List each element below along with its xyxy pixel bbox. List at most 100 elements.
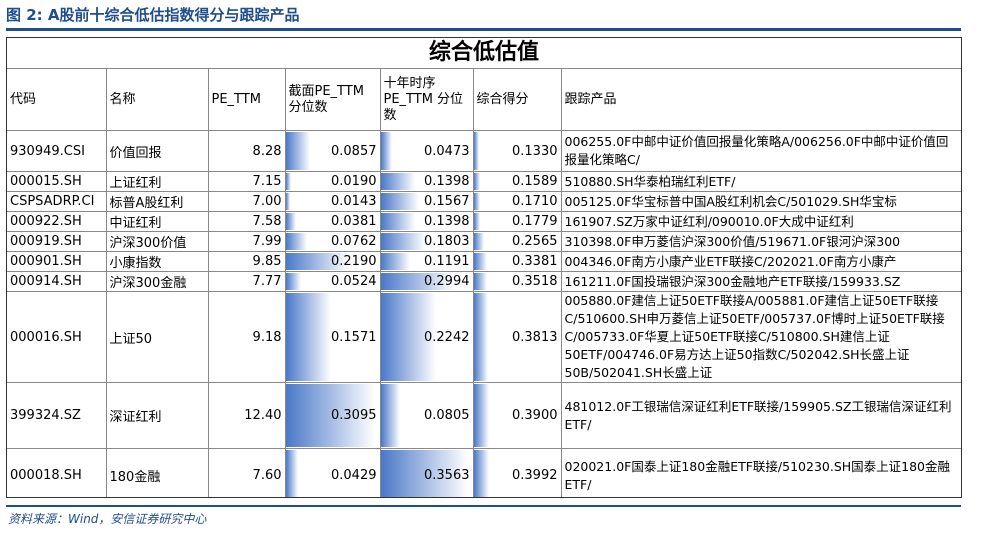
time-series-percentile-cell: 0.2994 — [379, 271, 474, 292]
pe-ttm-value-cell: 7.58 — [207, 211, 286, 232]
cross-section-percentile-value: 0.0429 — [331, 468, 377, 483]
cross-section-percentile-cell: 0.0524 — [284, 271, 381, 292]
cross-section-percentile-value: 0.0381 — [331, 214, 377, 229]
figure-title: 图 2: A股前十综合低估指数得分与跟踪产品 — [6, 6, 300, 24]
index-code-cell: 000016.SH — [7, 291, 107, 383]
composite-score-data-bar — [474, 384, 489, 447]
index-code-cell: 000919.SH — [7, 231, 107, 252]
composite-score-cell: 0.3518 — [472, 271, 562, 292]
pe-ttm-value-cell: 12.40 — [207, 382, 286, 449]
cross-section-percentile-value: 0.0762 — [331, 234, 377, 249]
cross-section-percentile-cell: 0.3095 — [284, 382, 381, 449]
tracking-products-cell: 481012.0F工银瑞信深证红利ETF联接/159905.SZ工银瑞信深证红利… — [560, 382, 961, 449]
time-series-percentile-data-bar — [381, 193, 419, 210]
pe-ttm-value-cell: 9.18 — [207, 291, 286, 383]
cross-section-percentile-cell: 0.0190 — [284, 171, 381, 192]
cross-section-percentile-data-bar — [286, 132, 311, 170]
cross-section-percentile-cell: 0.0429 — [284, 448, 381, 497]
cross-section-percentile-value: 0.1571 — [331, 329, 377, 345]
time-series-percentile-value: 0.1191 — [424, 254, 470, 269]
index-code-cell: CSPSADRP.CI — [7, 191, 107, 212]
cross-section-percentile-value: 0.0190 — [331, 174, 377, 189]
index-name-cell: 中证红利 — [105, 211, 209, 232]
composite-score-value: 0.1330 — [512, 143, 558, 159]
composite-score-data-bar — [474, 193, 481, 210]
index-name-cell: 深证红利 — [105, 382, 209, 449]
pe-ttm-value-cell: 7.60 — [207, 448, 286, 497]
index-name-cell: 价值回报 — [105, 130, 209, 172]
composite-score-cell: 0.1589 — [472, 171, 562, 192]
col-header-score: 综合得分 — [472, 68, 562, 131]
composite-score-cell: 0.3900 — [472, 382, 562, 449]
cross-section-percentile-value: 0.3095 — [331, 408, 377, 423]
time-series-percentile-value: 0.2242 — [424, 329, 470, 345]
valuation-table-panel: 综合低估值 代码 名称 PE_TTM 截面PE_TTM分位数 十年时序PE_TT… — [6, 37, 962, 498]
time-series-percentile-value: 0.3563 — [424, 468, 470, 483]
time-series-percentile-data-bar — [381, 233, 425, 250]
index-name-cell: 标普A股红利 — [105, 191, 209, 212]
composite-score-data-bar — [474, 450, 490, 497]
composite-score-value: 0.1710 — [512, 194, 558, 209]
time-series-percentile-value: 0.2994 — [424, 274, 470, 289]
col-header-code: 代码 — [7, 68, 107, 131]
time-series-percentile-data-bar — [381, 384, 401, 447]
composite-score-cell: 0.2565 — [472, 231, 562, 252]
table-row: 000914.SH 沪深300金融 7.77 0.0524 0.2994 0.3518 16… — [7, 271, 961, 292]
index-name-cell: 沪深300金融 — [105, 271, 209, 292]
composite-score-value: 0.1779 — [512, 214, 558, 229]
time-series-percentile-cell: 0.2242 — [379, 291, 474, 383]
table-row: 930949.CSI 价值回报 8.28 0.0857 0.0473 0.1330 0062… — [7, 130, 961, 172]
tracking-products-cell: 510880.SH华泰柏瑞红利ETF/ — [560, 171, 961, 192]
time-series-percentile-cell: 0.3563 — [379, 448, 474, 497]
cross-section-percentile-data-bar — [286, 213, 297, 230]
tracking-products-cell: 020021.0F国泰上证180金融ETF联接/510230.SH国泰上证180… — [560, 448, 961, 497]
cross-section-percentile-value: 0.2190 — [331, 254, 377, 269]
composite-score-value: 0.3813 — [512, 329, 558, 345]
time-series-percentile-cell: 0.1567 — [379, 191, 474, 212]
cross-section-percentile-cell: 0.2190 — [284, 251, 381, 272]
cross-section-percentile-cell: 0.0381 — [284, 211, 381, 232]
cross-section-percentile-data-bar — [286, 173, 291, 190]
cross-section-percentile-value: 0.0857 — [331, 143, 377, 159]
time-series-percentile-cell: 0.0473 — [379, 130, 474, 172]
composite-score-value: 0.3992 — [512, 468, 558, 483]
time-series-percentile-data-bar — [381, 273, 454, 290]
pe-ttm-value-cell: 9.85 — [207, 251, 286, 272]
pe-ttm-value-cell: 7.15 — [207, 171, 286, 192]
table-row: 000015.SH 上证红利 7.15 0.0190 0.1398 0.1589 51088… — [7, 171, 961, 192]
col-header-pe: PE_TTM — [207, 68, 286, 131]
index-code-cell: 000015.SH — [7, 171, 107, 192]
pe-ttm-value-cell: 8.28 — [207, 130, 286, 172]
composite-score-cell: 0.1779 — [472, 211, 562, 232]
composite-score-data-bar — [474, 213, 481, 230]
col-header-time-series-pct: 十年时序PE_TTM 分位数 — [379, 68, 474, 131]
composite-score-value: 0.3900 — [512, 408, 558, 423]
composite-score-data-bar — [474, 293, 489, 381]
table-row: 000922.SH 中证红利 7.58 0.0381 0.1398 0.1779 16190… — [7, 211, 961, 232]
composite-score-data-bar — [474, 233, 484, 250]
index-code-cell: 000018.SH — [7, 448, 107, 497]
index-code-cell: 000922.SH — [7, 211, 107, 232]
tracking-products-cell: 161907.SZ万家中证红利/090010.0F大成中证红利 — [560, 211, 961, 232]
time-series-percentile-data-bar — [381, 132, 393, 170]
table-row: 000018.SH 180金融 7.60 0.0429 0.3563 0.3992 0200… — [7, 448, 961, 497]
composite-score-cell: 0.1710 — [472, 191, 562, 212]
composite-score-data-bar — [474, 253, 487, 270]
time-series-percentile-cell: 0.1191 — [379, 251, 474, 272]
composite-score-data-bar — [474, 132, 479, 170]
time-series-percentile-value: 0.1398 — [424, 214, 470, 229]
table-row: 000901.SH 小康指数 9.85 0.2190 0.1191 0.3381 00434… — [7, 251, 961, 272]
pe-ttm-value-cell: 7.99 — [207, 231, 286, 252]
tracking-products-cell: 004346.0F南方小康产业ETF联接C/202021.0F南方小康产 — [560, 251, 961, 272]
table-row: CSPSADRP.CI 标普A股红利 7.00 0.0143 0.1567 0.1710 0… — [7, 191, 961, 212]
composite-score-value: 0.3381 — [512, 254, 558, 269]
table-row: 000016.SH 上证50 9.18 0.1571 0.2242 0.3813 00588… — [7, 291, 961, 383]
time-series-percentile-data-bar — [381, 293, 436, 381]
composite-score-data-bar — [474, 273, 488, 290]
index-code-cell: 000901.SH — [7, 251, 107, 272]
composite-score-cell: 0.3381 — [472, 251, 562, 272]
time-series-percentile-data-bar — [381, 253, 410, 270]
pe-ttm-value-cell: 7.77 — [207, 271, 286, 292]
col-header-name: 名称 — [105, 68, 209, 131]
tracking-products-cell: 310398.0F申万菱信沪深300价值/519671.0F银河沪深300 — [560, 231, 961, 252]
